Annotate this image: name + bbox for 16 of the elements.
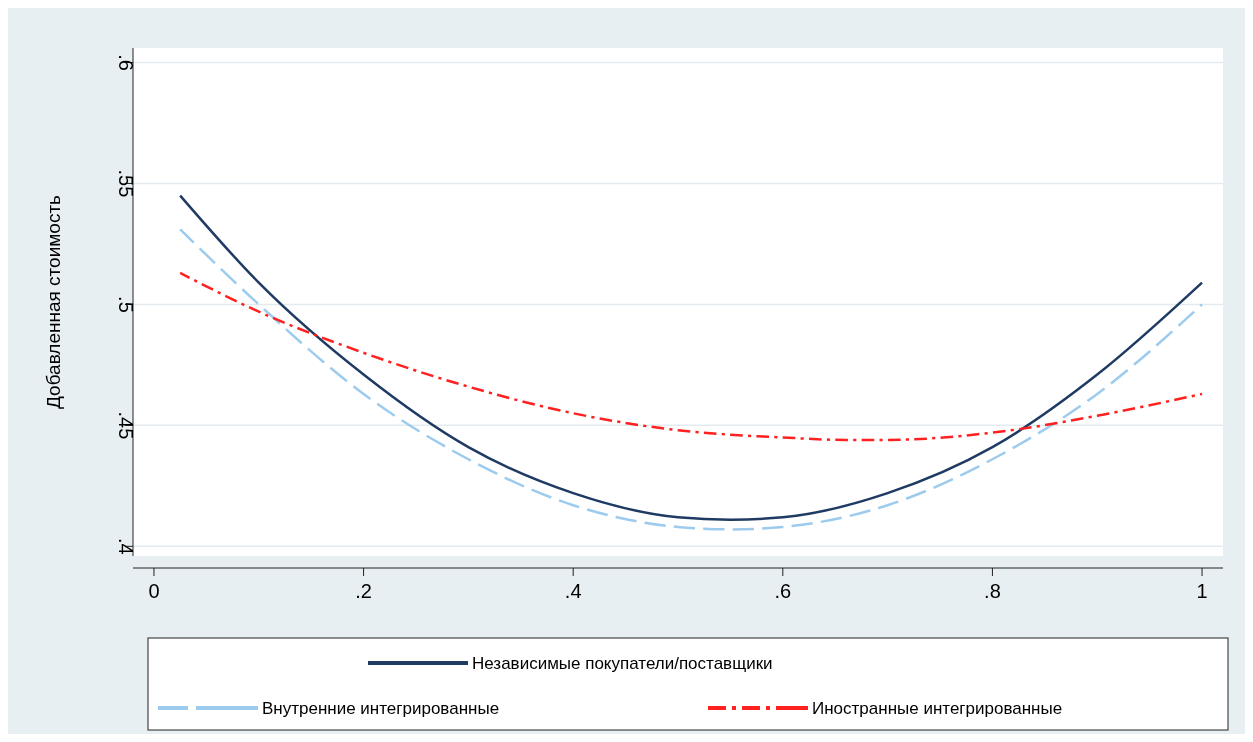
x-tick-label: 1	[1196, 580, 1208, 602]
y-tick-label: .55	[115, 169, 137, 198]
y-axis-title: Добавленная стоимость	[43, 194, 64, 409]
y-tick-label: .6	[115, 54, 137, 71]
legend-label: Иностранные интегрированные	[812, 699, 1063, 718]
x-tick-label: 0	[148, 580, 160, 602]
x-tick-label: .8	[984, 580, 1001, 602]
x-tick-label: .2	[355, 580, 372, 602]
legend-label: Внутренние интегрированные	[262, 699, 500, 718]
x-tick-label: .6	[774, 580, 792, 602]
legend-label: Независимые покупатели/поставщики	[472, 654, 773, 673]
line-series	[178, 271, 1204, 442]
y-tick-label: .5	[115, 296, 137, 313]
x-tick-label: .4	[564, 580, 582, 602]
y-tick-label: .45	[115, 411, 137, 440]
y-tick-label: .4	[115, 537, 137, 555]
